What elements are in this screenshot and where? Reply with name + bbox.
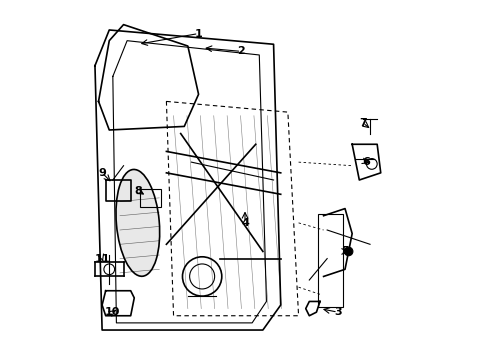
Text: 5: 5 — [341, 247, 349, 256]
Ellipse shape — [116, 170, 160, 276]
Text: 6: 6 — [363, 157, 370, 167]
Text: 4: 4 — [241, 218, 249, 228]
Text: 8: 8 — [134, 186, 142, 196]
Text: 2: 2 — [238, 46, 245, 57]
Text: 9: 9 — [98, 168, 106, 178]
Text: 3: 3 — [334, 307, 342, 317]
Text: 1: 1 — [195, 28, 202, 39]
Text: 7: 7 — [359, 118, 367, 128]
Text: 10: 10 — [105, 307, 121, 317]
Circle shape — [344, 247, 353, 256]
Text: 11: 11 — [95, 253, 110, 264]
